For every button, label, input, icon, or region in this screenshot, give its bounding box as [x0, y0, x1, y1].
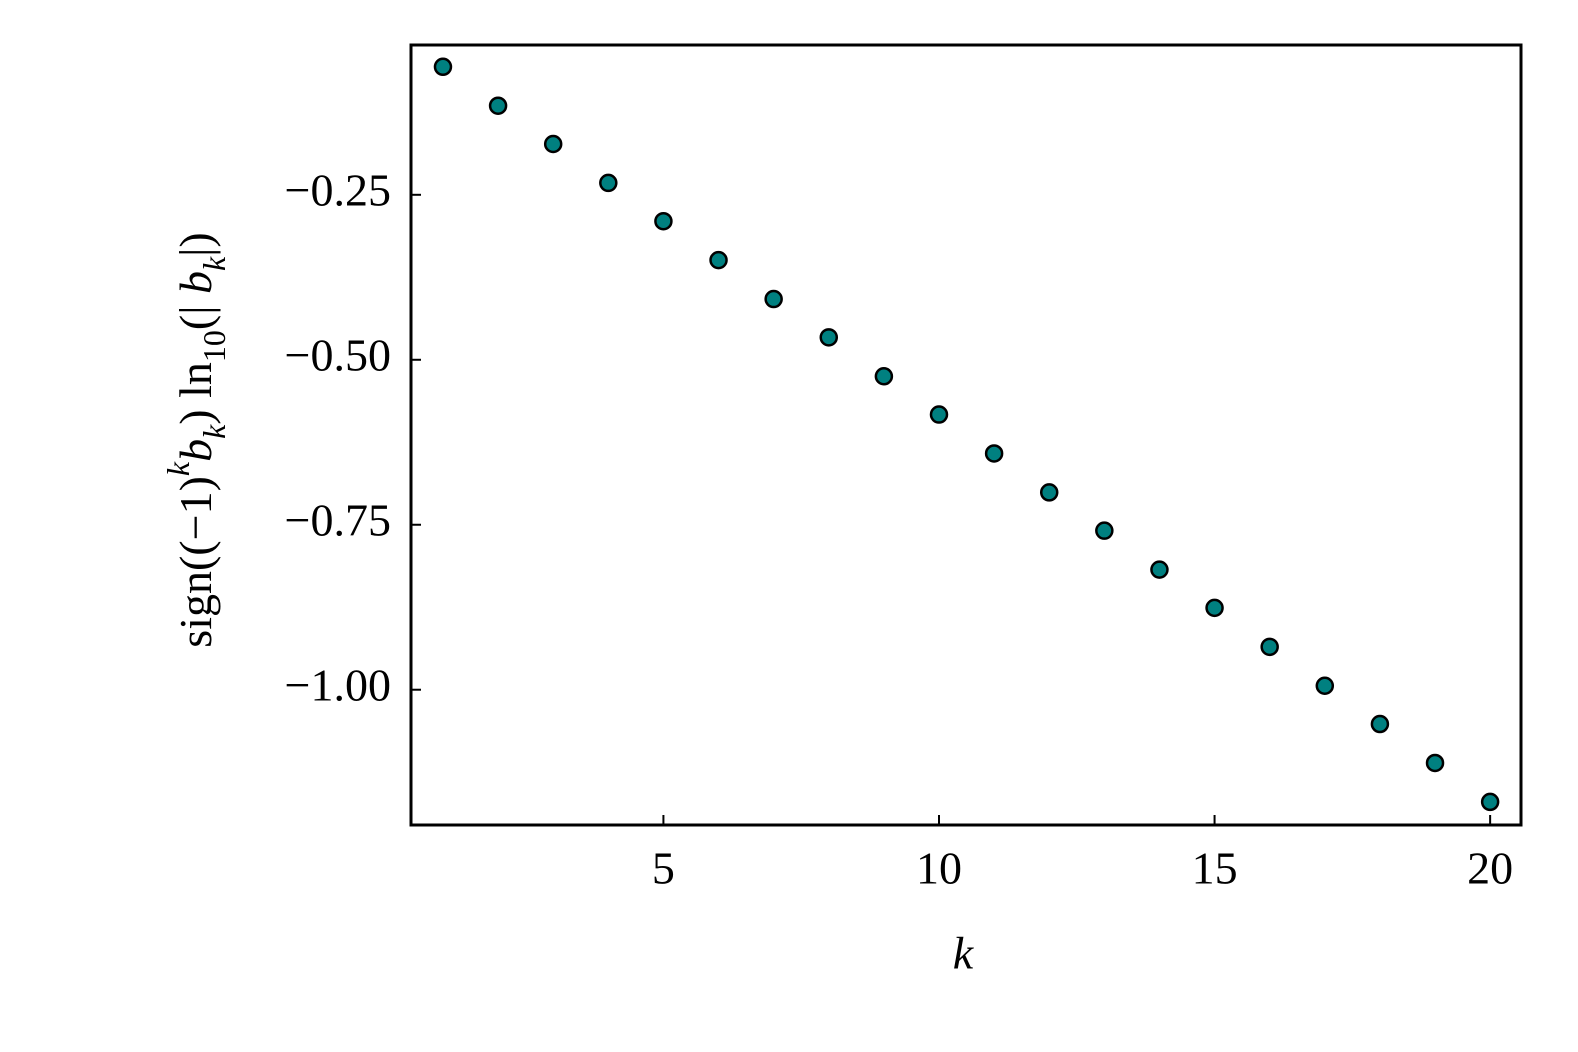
- point: [599, 173, 618, 193]
- y-axis-label: sign((−1)kbk) ln10(| bk|): [160, 232, 232, 647]
- point: [488, 96, 508, 115]
- point: [654, 211, 673, 231]
- x-tick-label: 5: [652, 843, 675, 894]
- point: [929, 405, 949, 424]
- y-axis-label-part: |): [170, 232, 221, 257]
- point: [1205, 598, 1224, 618]
- point: [1095, 521, 1114, 540]
- x-tick-label: 15: [1192, 843, 1238, 894]
- point: [1480, 792, 1500, 812]
- y-axis-label-part: (|: [170, 294, 221, 330]
- point: [819, 328, 839, 347]
- point: [984, 444, 1004, 463]
- x-axis-label: k: [953, 928, 975, 979]
- y-axis-label-part: 10: [196, 330, 232, 362]
- y-axis-label-part: k: [196, 424, 232, 439]
- point: [1260, 637, 1279, 657]
- y-tick-label: −1.00: [285, 659, 391, 710]
- y-axis-label-part: k: [196, 256, 232, 271]
- point: [1039, 483, 1059, 502]
- y-axis-label-part: k: [160, 461, 196, 476]
- y-tick-label: −0.50: [285, 329, 391, 380]
- point: [709, 250, 728, 270]
- y-axis-label-part: sign((−1): [170, 476, 221, 648]
- point: [1370, 714, 1390, 734]
- point: [433, 57, 453, 77]
- plot-frame: [409, 43, 1523, 827]
- y-axis-label-part: b: [170, 271, 221, 294]
- point: [543, 134, 563, 154]
- point: [1150, 560, 1169, 579]
- x-tick-label: 20: [1467, 843, 1513, 894]
- y-tick-label: −0.25: [285, 164, 391, 215]
- point: [874, 367, 894, 386]
- point: [764, 289, 783, 309]
- x-tick-label: 10: [916, 843, 962, 894]
- y-tick-label: −0.75: [285, 494, 391, 545]
- y-axis-label-part: ) ln: [170, 362, 221, 425]
- y-axis-label-part: b: [170, 439, 221, 462]
- point: [1315, 676, 1335, 696]
- point: [1425, 753, 1445, 773]
